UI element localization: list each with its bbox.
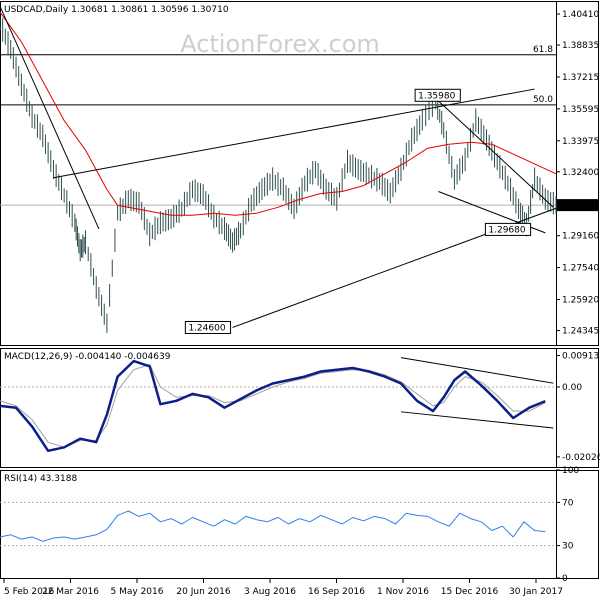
price-trend-line-4 <box>0 6 100 230</box>
fib-label: 61.8 <box>533 45 553 55</box>
rsi-ytick-label: 0 <box>562 574 568 584</box>
current-price-label: 1.30710 <box>560 201 597 211</box>
macd-title: MACD(12,26,9) -0.004140 -0.004639 <box>4 352 171 362</box>
macd-trend-line-0 <box>400 357 554 384</box>
watermark: ActionForex.com <box>180 30 380 58</box>
x-tick-label: 1 Nov 2016 <box>377 587 429 597</box>
current-price-box <box>557 199 599 212</box>
rsi-title: RSI(14) 43.3188 <box>4 474 77 484</box>
macd-ytick-label: 0.00 <box>562 383 582 393</box>
x-tick-label: 30 Jan 2017 <box>509 587 563 597</box>
fib-label: 50.0 <box>533 95 553 105</box>
panel-frame-1 <box>0 348 557 468</box>
rsi-ytick-label: 30 <box>562 542 574 552</box>
macd-trend-line-1 <box>400 411 554 429</box>
x-tick-label: 3 Aug 2016 <box>244 587 296 597</box>
price-ytick-label: 1.32400 <box>562 168 599 178</box>
annotation-label-2: 1.29680 <box>488 225 525 235</box>
annotation-label-1: 1.35980 <box>418 91 455 101</box>
macd-line <box>0 359 546 453</box>
price-ytick-label: 1.24345 <box>562 327 599 337</box>
rsi-line <box>0 510 546 542</box>
axis-frame-2 <box>556 470 599 579</box>
x-tick-label: 5 Feb 2016 <box>4 587 55 597</box>
price-ytick-label: 1.40410 <box>562 10 599 20</box>
x-tick-label: 22 Mar 2016 <box>42 587 99 597</box>
macd-ytick-label: -0.020269 <box>562 453 600 463</box>
x-tick-label: 5 May 2016 <box>111 587 164 597</box>
panel-frame-2 <box>0 470 557 579</box>
x-tick-label: 16 Sep 2016 <box>308 587 365 597</box>
axis-frame-0 <box>556 1 599 346</box>
price-ytick-label: 1.37215 <box>562 73 599 83</box>
price-ytick-label: 1.27540 <box>562 264 599 274</box>
price-trend-line-2 <box>438 100 554 208</box>
annotation-box-0 <box>184 320 232 334</box>
rsi-ytick-label: 70 <box>562 498 574 508</box>
rsi-ytick-label: 100 <box>562 466 579 476</box>
price-title: USDCAD,Daily 1.30681 1.30861 1.30596 1.3… <box>4 5 229 15</box>
macd-signal-line <box>0 364 546 448</box>
price-trend-line-1 <box>53 88 535 179</box>
annotation-label-0: 1.24600 <box>188 323 225 333</box>
annotation-box-2 <box>484 222 532 236</box>
price-ytick-label: 1.33975 <box>562 137 599 147</box>
x-tick-label: 15 Dec 2016 <box>441 587 499 597</box>
price-ytick-label: 1.38835 <box>562 41 599 51</box>
axis-frame-1 <box>556 348 599 468</box>
price-ytick-label: 1.29160 <box>562 232 599 242</box>
price-ytick-label: 1.35595 <box>562 105 599 115</box>
annotation-box-1 <box>414 88 461 102</box>
macd-ytick-label: 0.009132 <box>562 351 600 361</box>
price-ytick-label: 1.25920 <box>562 295 599 305</box>
x-tick-label: 20 Jun 2016 <box>176 587 230 597</box>
